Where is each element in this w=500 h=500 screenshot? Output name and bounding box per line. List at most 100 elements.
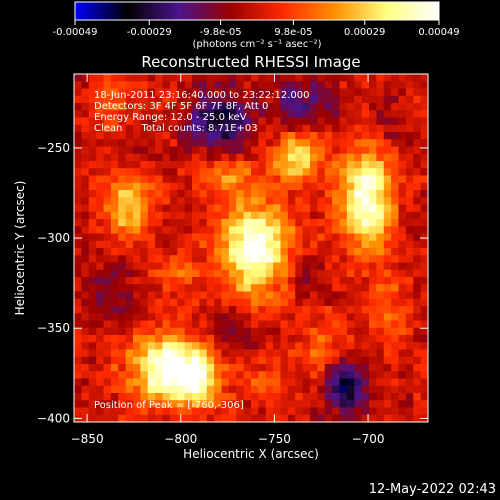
heatmap-cell xyxy=(391,204,399,213)
heatmap-cell xyxy=(74,255,82,263)
heatmap-cell xyxy=(125,124,134,133)
heatmap-cell xyxy=(199,327,208,336)
heatmap-cell xyxy=(243,262,252,271)
heatmap-cell xyxy=(251,291,259,300)
heatmap-cell xyxy=(361,182,370,191)
heatmap-cell xyxy=(324,132,333,140)
heatmap-cell xyxy=(155,81,163,89)
heatmap-cell xyxy=(376,175,385,184)
heatmap-cell xyxy=(118,378,127,387)
heatmap-cell xyxy=(354,385,363,394)
heatmap-cell xyxy=(280,211,289,220)
heatmap-cell xyxy=(339,117,348,126)
heatmap-cell xyxy=(273,306,281,314)
heatmap-cell xyxy=(74,385,82,394)
heatmap-cell xyxy=(118,88,127,97)
heatmap-cell xyxy=(398,414,407,422)
heatmap-cell xyxy=(199,161,208,169)
heatmap-cell xyxy=(295,182,304,191)
heatmap-cell xyxy=(273,124,281,133)
heatmap-cell xyxy=(354,103,363,111)
heatmap-cell xyxy=(361,306,370,314)
heatmap-cell xyxy=(177,153,186,162)
heatmap-cell xyxy=(103,74,112,82)
heatmap-cell xyxy=(376,306,385,314)
heatmap-cell xyxy=(332,95,340,104)
heatmap-cell xyxy=(118,255,127,263)
heatmap-cell xyxy=(214,335,222,343)
heatmap-cell xyxy=(192,248,200,256)
heatmap-cell xyxy=(391,211,399,220)
heatmap-cell xyxy=(369,248,377,256)
heatmap-cell xyxy=(361,407,370,416)
heatmap-cell xyxy=(361,81,370,89)
heatmap-cell xyxy=(236,226,245,234)
heatmap-cell xyxy=(383,124,392,133)
heatmap-cell xyxy=(383,161,392,169)
heatmap-cell xyxy=(310,124,318,133)
heatmap-cell xyxy=(376,81,385,89)
heatmap-cell xyxy=(413,211,422,220)
heatmap-cell xyxy=(184,320,193,329)
heatmap-cell xyxy=(354,81,363,89)
heatmap-cell xyxy=(383,146,392,155)
heatmap-cell xyxy=(221,219,230,227)
heatmap-cell xyxy=(317,414,326,422)
heatmap-cell xyxy=(206,335,215,343)
heatmap-cell xyxy=(317,153,326,162)
heatmap-cell xyxy=(140,284,149,292)
heatmap-cell xyxy=(273,182,281,191)
heatmap-cell xyxy=(96,378,104,387)
heatmap-cell xyxy=(332,88,340,97)
heatmap-cell xyxy=(398,124,407,133)
heatmap-cell xyxy=(192,204,200,213)
heatmap-cell xyxy=(228,197,237,205)
heatmap-cell xyxy=(273,407,281,416)
heatmap-cell xyxy=(251,132,259,140)
heatmap-cell xyxy=(265,385,274,394)
heatmap-cell xyxy=(214,356,222,365)
heatmap-cell xyxy=(184,132,193,140)
heatmap-cell xyxy=(228,393,237,401)
heatmap-cell xyxy=(118,110,127,118)
heatmap-cell xyxy=(280,284,289,292)
heatmap-cell xyxy=(324,117,333,126)
heatmap-cell xyxy=(369,277,377,285)
heatmap-cell xyxy=(346,88,355,97)
heatmap-cell xyxy=(236,74,245,82)
heatmap-cell xyxy=(413,356,422,365)
heatmap-cell xyxy=(228,262,237,271)
heatmap-cell xyxy=(228,248,237,256)
heatmap-cell xyxy=(184,342,193,350)
heatmap-cell xyxy=(155,132,163,140)
heatmap-cell xyxy=(162,153,171,162)
heatmap-cell xyxy=(214,117,222,126)
heatmap-cell xyxy=(88,146,97,155)
heatmap-cell xyxy=(405,313,414,321)
heatmap-cell xyxy=(192,342,200,350)
heatmap-cell xyxy=(147,277,156,285)
heatmap-cell xyxy=(251,269,259,278)
heatmap-cell xyxy=(214,233,222,242)
heatmap-cell xyxy=(81,269,90,278)
heatmap-cell xyxy=(273,95,281,104)
heatmap-cell xyxy=(258,291,267,300)
heatmap-cell xyxy=(354,277,363,285)
heatmap-cell xyxy=(118,385,127,394)
heatmap-cell xyxy=(295,204,304,213)
heatmap-cell xyxy=(184,211,193,220)
heatmap-cell xyxy=(177,291,186,300)
heatmap-cell xyxy=(206,110,215,118)
heatmap-cell xyxy=(206,269,215,278)
heatmap-cell xyxy=(228,277,237,285)
heatmap-cell xyxy=(317,146,326,155)
heatmap-cell xyxy=(302,248,311,256)
heatmap-cell xyxy=(310,95,318,104)
heatmap-cell xyxy=(332,168,340,176)
heatmap-cell xyxy=(317,298,326,307)
heatmap-cell xyxy=(147,190,156,198)
heatmap-cell xyxy=(125,161,134,169)
heatmap-cell xyxy=(162,269,171,278)
heatmap-cell xyxy=(405,175,414,184)
heatmap-cell xyxy=(147,175,156,184)
